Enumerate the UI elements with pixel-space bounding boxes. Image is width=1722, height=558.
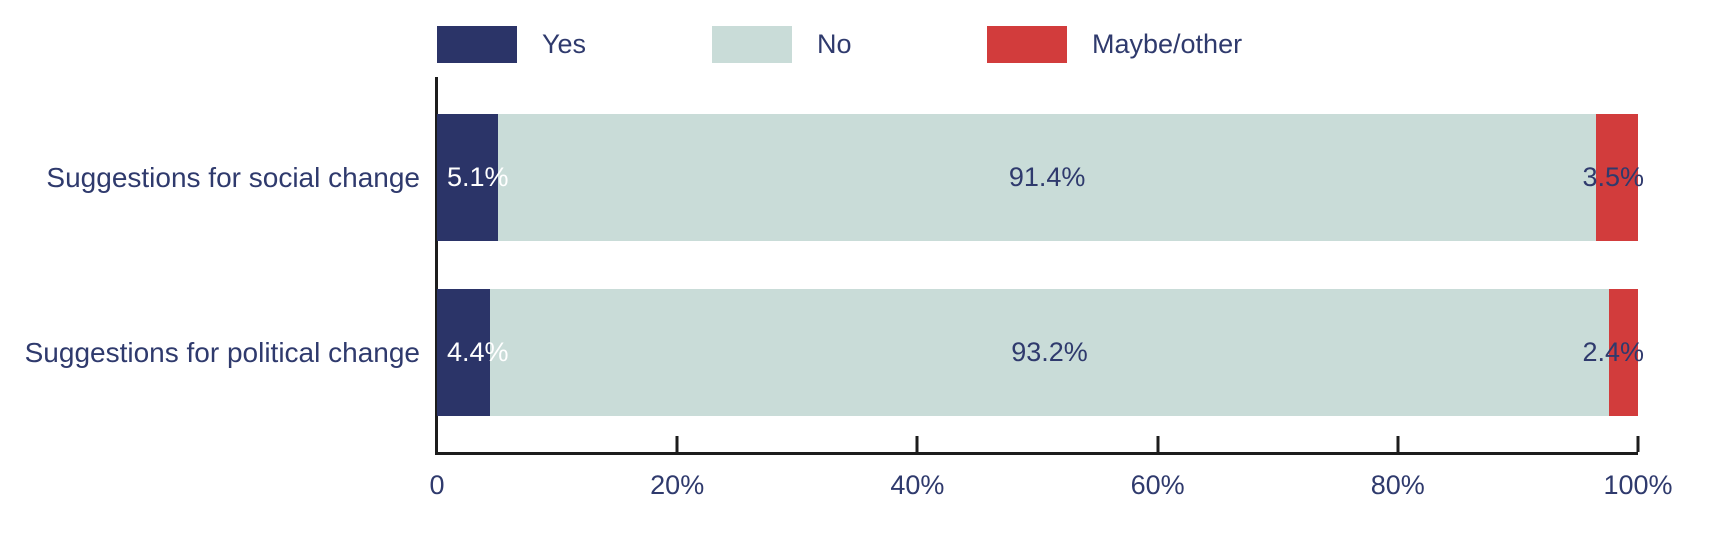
legend-item-yes: Yes	[437, 26, 650, 63]
x-tick-label: 100%	[1603, 470, 1673, 500]
bar-segment-maybe-other: 2.4%	[1582, 289, 1644, 416]
legend-swatch-yes	[437, 26, 517, 63]
x-axis-line	[435, 452, 1638, 455]
category-label-political-change: Suggestions for political change	[24, 336, 420, 368]
x-tick-label: 20%	[650, 470, 705, 500]
x-tick-label: 80%	[1370, 470, 1425, 500]
x-tick-mark	[675, 436, 679, 452]
legend-label-maybe-other: Maybe/other	[1092, 29, 1243, 59]
stacked-bar-political-change: 4.4% 93.2% 2.4%	[437, 289, 1644, 416]
x-tick-label: 0	[429, 470, 445, 500]
value-label-yes: 4.4%	[447, 337, 509, 367]
legend-label-no: No	[817, 29, 852, 59]
legend-swatch-maybe-other	[987, 26, 1067, 63]
x-tick-mark	[915, 436, 919, 452]
bar-segment-yes: 5.1%	[437, 114, 509, 241]
plot-area: 0 20% 40% 60% 80% 100% Suggestions for social…	[25, 77, 1673, 500]
category-label-social-change: Suggestions for social change	[46, 161, 420, 193]
bar-segment-yes: 4.4%	[437, 289, 509, 416]
value-label-no: 93.2%	[1011, 337, 1088, 367]
legend-swatch-no	[712, 26, 792, 63]
x-tick-mark	[1396, 436, 1400, 452]
x-tick-mark	[1636, 436, 1640, 452]
value-label-maybe-other: 2.4%	[1582, 337, 1644, 367]
y-axis-line	[435, 77, 438, 455]
legend-item-maybe-other: Maybe/other	[987, 26, 1242, 63]
x-tick-label: 40%	[890, 470, 945, 500]
bar-segment-no: 93.2%	[489, 289, 1610, 416]
x-tick-label: 60%	[1130, 470, 1185, 500]
bar-row-social-change: Suggestions for social change 5.1% 91.4%…	[46, 114, 1644, 241]
x-tick-mark	[1156, 436, 1160, 452]
legend: Yes No Maybe/other	[437, 26, 1304, 63]
value-label-no: 91.4%	[1008, 162, 1086, 192]
value-label-yes: 5.1%	[447, 162, 509, 192]
bar-segment-maybe-other: 3.5%	[1582, 114, 1644, 241]
legend-label-yes: Yes	[542, 29, 587, 59]
legend-item-no: No	[712, 26, 925, 63]
bar-row-political-change: Suggestions for political change 4.4% 93…	[25, 289, 1644, 416]
bar-segment-no: 91.4%	[498, 114, 1596, 241]
stacked-bar-social-change: 5.1% 91.4% 3.5%	[437, 114, 1644, 241]
value-label-maybe-other: 3.5%	[1582, 162, 1644, 192]
